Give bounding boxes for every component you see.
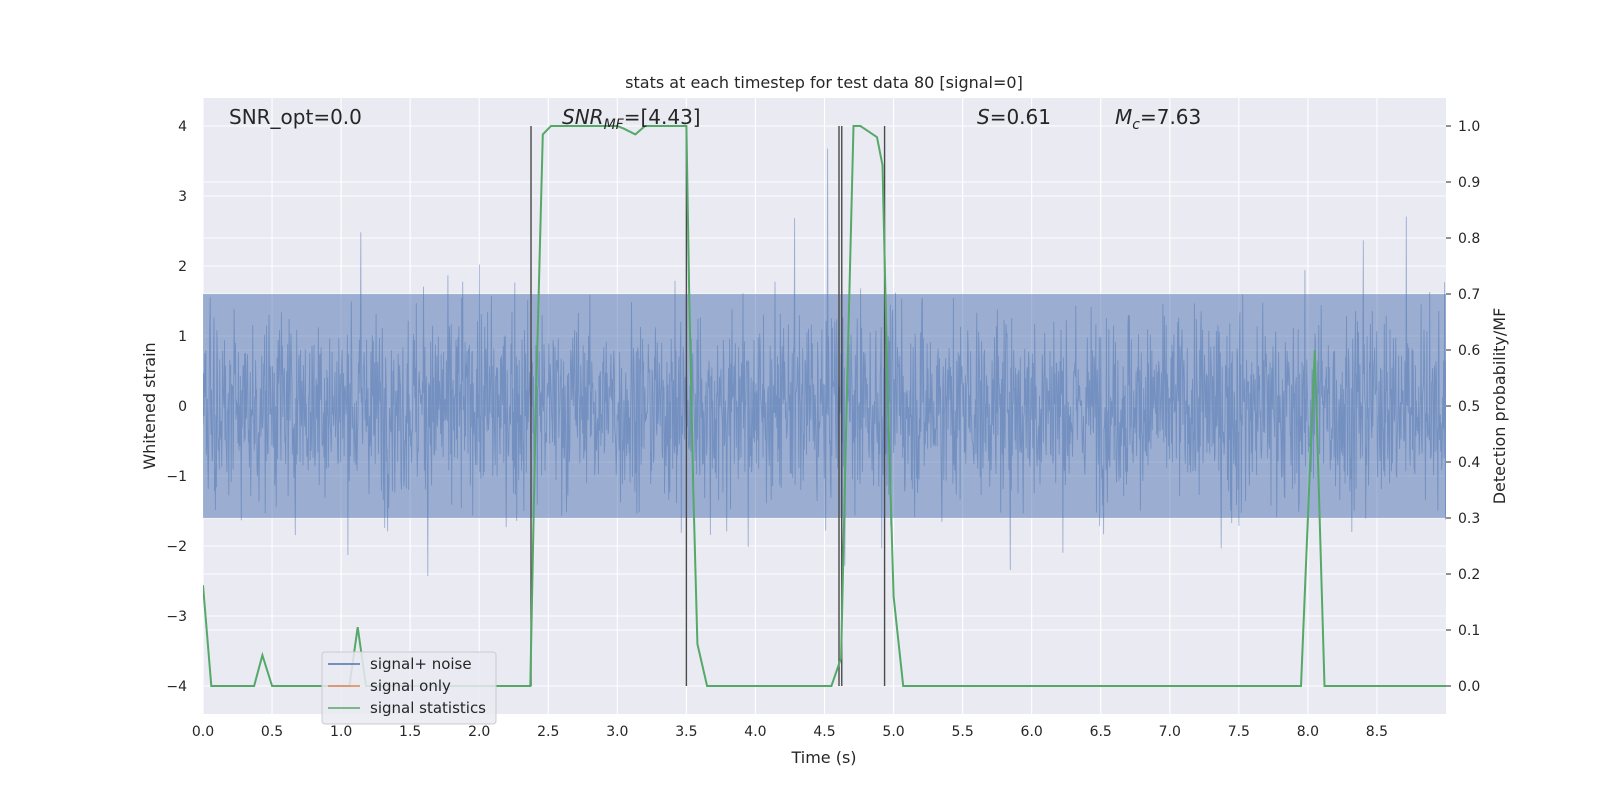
y-left-tick-label: −1	[166, 469, 187, 485]
x-tick-label: 4.0	[744, 724, 766, 740]
y-right-tick-label: 0.1	[1458, 623, 1480, 639]
annotation-mc-value: =7.63	[1140, 105, 1201, 129]
y-right-tick-label: 0.8	[1458, 231, 1480, 247]
annotation-snr-mf-subscript: MF	[604, 117, 625, 133]
annotation-snr-mf-value: =[4.43]	[624, 105, 701, 129]
annotation-s-value: =0.61	[990, 105, 1051, 129]
y-right-axis-label: Detection probability/MF	[1490, 308, 1509, 505]
y-right-tick-label: 0.4	[1458, 455, 1480, 471]
x-tick-label: 6.5	[1090, 724, 1112, 740]
y-left-tick-label: 0	[178, 399, 187, 415]
y-left-tick-label: −2	[166, 539, 187, 555]
x-tick-label: 4.5	[813, 724, 835, 740]
x-tick-labels: 0.0 0.5 1.0 1.5 2.0 2.5 3.0 3.5 4.0 4.5 5.0 5.5 6.0 6…	[192, 724, 1388, 740]
x-tick-label: 0.5	[261, 724, 283, 740]
x-tick-label: 2.0	[468, 724, 490, 740]
legend: signal+ noise signal only signal statist…	[321, 651, 497, 725]
y-left-tick-label: 2	[178, 259, 187, 275]
x-tick-label: 2.5	[537, 724, 559, 740]
y-left-tick-label: −3	[166, 609, 187, 625]
y-left-tick-label: 4	[178, 119, 187, 135]
y-right-tick-label: 0.7	[1458, 287, 1480, 303]
legend-box	[321, 651, 497, 725]
x-tick-label: 5.0	[882, 724, 904, 740]
annotation-s-symbol: S	[977, 105, 990, 129]
y-left-tick-label: 1	[178, 329, 187, 345]
noise-trace-layer	[203, 148, 1446, 577]
y-right-tick-label: 0.6	[1458, 343, 1480, 359]
x-tick-label: 7.5	[1228, 724, 1250, 740]
x-tick-label: 8.0	[1297, 724, 1319, 740]
x-tick-label: 1.5	[399, 724, 421, 740]
x-tick-label: 1.0	[330, 724, 352, 740]
legend-label-signal-noise: signal+ noise	[370, 655, 472, 673]
y-left-tick-labels: −4 −3 −2 −1 0 1 2 3 4	[166, 119, 187, 695]
y-right-tick-label: 0.3	[1458, 511, 1480, 527]
y-right-tick-labels: 0.0 0.1 0.2 0.3 0.4 0.5 0.6 0.7 0.8 0.9 1.0	[1446, 119, 1480, 695]
annotation-snr-mf-symbol: SNR	[562, 105, 604, 129]
annotation-mc-symbol: M	[1115, 105, 1132, 129]
annotation-mc-subscript: c	[1132, 117, 1140, 133]
x-tick-label: 8.5	[1366, 724, 1388, 740]
y-right-tick-label: 0.9	[1458, 175, 1480, 191]
x-tick-label: 0.0	[192, 724, 214, 740]
legend-label-signal-only: signal only	[370, 677, 451, 695]
y-right-tick-label: 0.5	[1458, 399, 1480, 415]
annotation-mc: Mc=7.63	[1115, 105, 1201, 133]
x-tick-label: 7.0	[1159, 724, 1181, 740]
x-tick-label: 3.0	[606, 724, 628, 740]
annotation-s: S=0.61	[977, 105, 1051, 129]
y-left-tick-label: −4	[166, 679, 187, 695]
x-tick-label: 6.0	[1021, 724, 1043, 740]
x-axis-label: Time (s)	[790, 748, 856, 767]
y-left-tick-label: 3	[178, 189, 187, 205]
y-right-tick-label: 1.0	[1458, 119, 1480, 135]
legend-label-signal-statistics: signal statistics	[370, 699, 486, 717]
y-right-tick-label: 0.0	[1458, 679, 1480, 695]
annotation-snr-mf: SNRMF=[4.43]	[562, 105, 701, 133]
y-left-axis-label: Whitened strain	[140, 342, 159, 469]
annotation-snr-opt: SNR_opt=0.0	[229, 105, 362, 129]
x-tick-label: 3.5	[675, 724, 697, 740]
chart-title: stats at each timestep for test data 80 …	[625, 73, 1023, 92]
signal-noise-trace	[203, 148, 1446, 577]
y-right-tick-label: 0.2	[1458, 567, 1480, 583]
x-tick-label: 5.5	[951, 724, 973, 740]
